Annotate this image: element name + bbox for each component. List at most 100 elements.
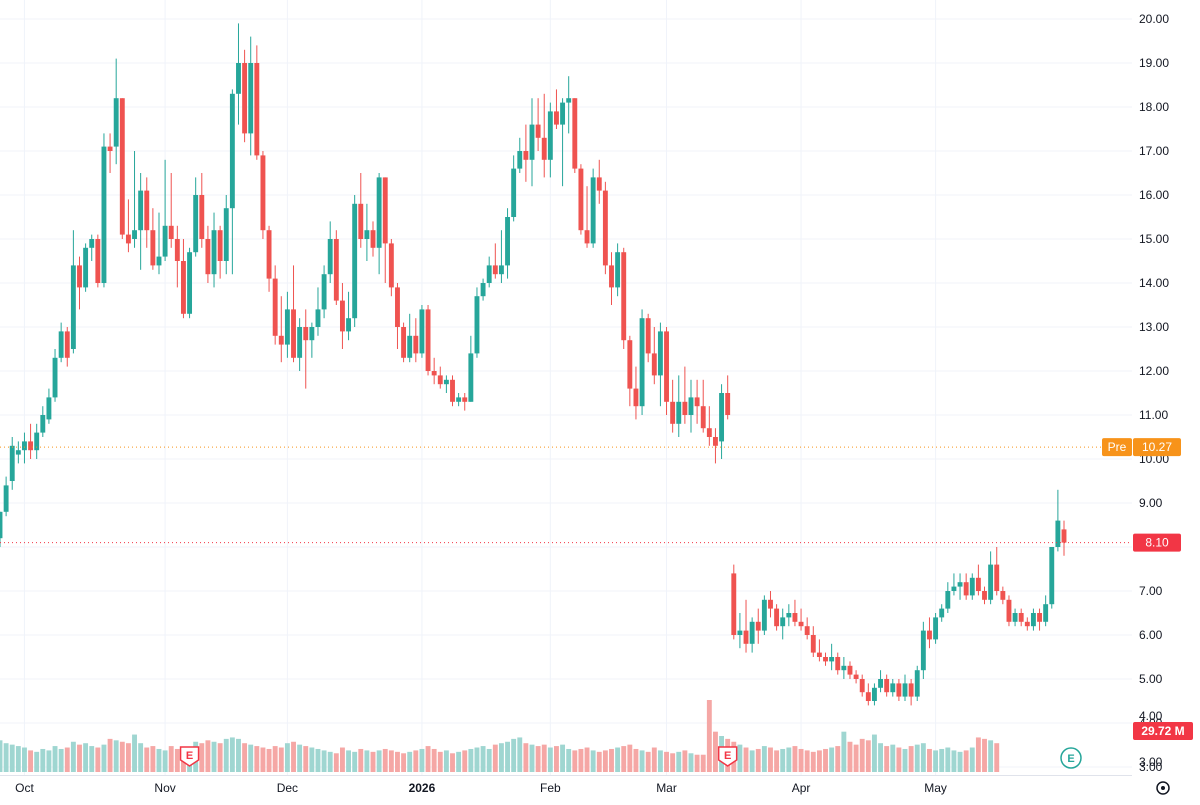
candle-body (291, 309, 296, 358)
candle-body (278, 335, 284, 345)
candle-body (168, 225, 174, 239)
volume-bar (468, 748, 474, 772)
volume-bar (474, 747, 480, 772)
volume-bar (462, 750, 468, 772)
volume-bar (83, 743, 89, 772)
volume-bar (951, 750, 957, 772)
candle-body (572, 98, 578, 169)
candle-body (657, 331, 663, 376)
candle-body (101, 146, 107, 283)
candle-body (945, 591, 951, 609)
candle-body (529, 124, 535, 160)
x-tick-label: Mar (656, 781, 677, 795)
y-tick-label: 13.00 (1139, 320, 1169, 334)
candle-body (823, 657, 828, 662)
volume-bar (150, 746, 156, 772)
candle-body (376, 177, 382, 248)
candle-body (1030, 613, 1036, 627)
candle-body (505, 217, 510, 266)
volume-bar (303, 746, 309, 772)
volume-bar (168, 746, 174, 772)
candle-body (749, 621, 755, 644)
candle-body (933, 617, 939, 640)
gear-icon[interactable] (1156, 781, 1170, 795)
volume-bar (694, 754, 700, 772)
volume-bar (670, 753, 676, 772)
volume-bar (566, 748, 572, 772)
candle-body (914, 670, 920, 697)
candle-body (407, 335, 413, 358)
candle-body (474, 296, 480, 354)
candle-body (162, 225, 168, 257)
candle-body (841, 665, 847, 671)
candle-body (554, 111, 559, 125)
volume-bar (358, 748, 364, 772)
volume-bar (865, 740, 871, 772)
y-tick-label: 17.00 (1139, 144, 1169, 158)
volume-bar (40, 748, 46, 772)
volume-bar (52, 746, 58, 772)
volume-bar (28, 750, 34, 772)
candle-body (878, 679, 883, 688)
volume-bar (615, 747, 621, 772)
volume-bar (859, 738, 865, 772)
candle-body (52, 357, 58, 398)
volume-bar (266, 748, 272, 772)
x-tick-label: Apr (792, 781, 811, 795)
volume-bar (780, 748, 786, 772)
candle-body (731, 573, 737, 635)
candle-body (3, 485, 9, 512)
volume-bar (46, 750, 52, 772)
candle-body (994, 564, 1000, 591)
candle-body (688, 397, 694, 415)
volume-bar (284, 743, 290, 772)
candle-body (682, 401, 688, 415)
candle-body (743, 630, 749, 644)
candle-body (132, 230, 137, 239)
candle-body (719, 393, 725, 442)
volume-bar (871, 734, 877, 772)
candle-body (272, 278, 278, 336)
candle-body (884, 679, 890, 693)
candle-body (896, 683, 902, 697)
candle-body (199, 195, 205, 239)
candle-body (333, 239, 339, 301)
volume-bar (792, 746, 798, 772)
volume-bar (517, 737, 523, 772)
volume-bar (89, 746, 95, 772)
volume-bar (248, 744, 254, 772)
volume-bar (217, 743, 223, 772)
volume-bar (816, 750, 822, 772)
volume-bar (3, 743, 9, 772)
candle-body (370, 230, 376, 248)
volume-bar (492, 744, 498, 772)
earnings-marker: E (179, 746, 200, 767)
candle-body (853, 674, 859, 679)
volume-bar (450, 753, 455, 772)
volume-value-label: 29.72 M (1141, 724, 1184, 738)
candle-body (34, 432, 40, 451)
candle-body (119, 98, 125, 235)
candle-body (339, 300, 345, 332)
gear-icon-core (1161, 786, 1165, 790)
candle-body (963, 582, 969, 596)
candle-body (358, 203, 364, 239)
price-value-badge (1133, 533, 1181, 552)
volume-bar (768, 747, 773, 772)
volume-bar (798, 748, 804, 772)
volume-bar (505, 741, 510, 772)
volume-bar (382, 748, 388, 772)
volume-bar (156, 748, 162, 772)
candle-body (957, 582, 963, 587)
volume-bar (370, 751, 376, 772)
volume-bar (107, 738, 113, 772)
candle-body (920, 630, 926, 671)
candle-body (413, 335, 419, 354)
candle-body (982, 591, 987, 600)
candle-body (713, 437, 718, 446)
volume-bar (890, 744, 896, 772)
candle-body (890, 683, 896, 693)
candle-body (670, 401, 676, 424)
